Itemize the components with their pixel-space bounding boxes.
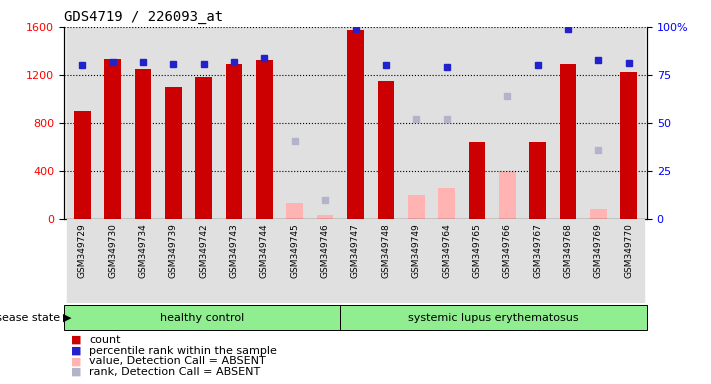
Bar bbox=[401, 27, 432, 219]
Text: ■: ■ bbox=[71, 335, 82, 345]
Bar bbox=[317, 215, 333, 219]
Bar bbox=[432, 219, 461, 303]
Bar bbox=[438, 188, 455, 219]
Bar bbox=[523, 219, 553, 303]
Bar bbox=[250, 219, 279, 303]
Text: GSM349744: GSM349744 bbox=[260, 223, 269, 278]
Bar bbox=[553, 219, 583, 303]
Bar bbox=[97, 27, 128, 219]
Bar bbox=[256, 61, 273, 219]
Bar bbox=[347, 30, 364, 219]
Bar bbox=[590, 209, 606, 219]
Bar bbox=[530, 142, 546, 219]
Bar bbox=[499, 171, 515, 219]
Text: GSM349742: GSM349742 bbox=[199, 223, 208, 278]
Bar bbox=[134, 69, 151, 219]
Bar bbox=[621, 73, 637, 219]
Bar bbox=[165, 87, 181, 219]
Bar bbox=[341, 219, 370, 303]
Bar bbox=[492, 27, 523, 219]
Text: GSM349739: GSM349739 bbox=[169, 223, 178, 278]
Bar bbox=[378, 81, 394, 219]
Text: GSM349745: GSM349745 bbox=[290, 223, 299, 278]
Bar bbox=[432, 27, 461, 219]
Bar bbox=[158, 219, 188, 303]
Bar bbox=[583, 27, 614, 219]
Bar bbox=[279, 219, 310, 303]
Text: GSM349729: GSM349729 bbox=[77, 223, 87, 278]
Bar bbox=[340, 305, 647, 330]
Text: percentile rank within the sample: percentile rank within the sample bbox=[89, 346, 277, 356]
Bar bbox=[370, 27, 401, 219]
Bar bbox=[469, 142, 486, 219]
Text: GSM349749: GSM349749 bbox=[412, 223, 421, 278]
Text: systemic lupus erythematosus: systemic lupus erythematosus bbox=[408, 313, 579, 323]
Text: ▶: ▶ bbox=[63, 313, 72, 323]
Text: disease state: disease state bbox=[0, 313, 60, 323]
Text: healthy control: healthy control bbox=[160, 313, 244, 323]
Bar bbox=[188, 27, 219, 219]
Bar bbox=[614, 219, 644, 303]
Text: GSM349747: GSM349747 bbox=[351, 223, 360, 278]
Bar bbox=[553, 27, 583, 219]
Text: GSM349746: GSM349746 bbox=[321, 223, 330, 278]
Text: count: count bbox=[89, 335, 120, 345]
Bar bbox=[279, 27, 310, 219]
Text: GDS4719 / 226093_at: GDS4719 / 226093_at bbox=[64, 10, 223, 25]
Text: GSM349743: GSM349743 bbox=[230, 223, 238, 278]
Bar bbox=[461, 27, 492, 219]
Bar bbox=[196, 77, 212, 219]
Bar bbox=[583, 219, 614, 303]
Bar bbox=[105, 59, 121, 219]
Text: ■: ■ bbox=[71, 346, 82, 356]
Bar bbox=[614, 27, 644, 219]
Bar bbox=[370, 219, 401, 303]
Text: GSM349769: GSM349769 bbox=[594, 223, 603, 278]
Bar bbox=[492, 219, 523, 303]
Text: value, Detection Call = ABSENT: value, Detection Call = ABSENT bbox=[89, 356, 266, 366]
Text: GSM349770: GSM349770 bbox=[624, 223, 634, 278]
Bar bbox=[67, 27, 97, 219]
Bar bbox=[401, 219, 432, 303]
Bar bbox=[97, 219, 128, 303]
Bar bbox=[64, 305, 340, 330]
Bar bbox=[310, 219, 341, 303]
Bar bbox=[74, 111, 90, 219]
Text: GSM349767: GSM349767 bbox=[533, 223, 542, 278]
Text: GSM349765: GSM349765 bbox=[473, 223, 481, 278]
Text: ■: ■ bbox=[71, 356, 82, 366]
Text: GSM349766: GSM349766 bbox=[503, 223, 512, 278]
Bar bbox=[560, 64, 577, 219]
Text: rank, Detection Call = ABSENT: rank, Detection Call = ABSENT bbox=[89, 367, 260, 377]
Bar bbox=[250, 27, 279, 219]
Text: ■: ■ bbox=[71, 367, 82, 377]
Text: GSM349730: GSM349730 bbox=[108, 223, 117, 278]
Bar bbox=[225, 64, 242, 219]
Text: GSM349768: GSM349768 bbox=[564, 223, 572, 278]
Bar bbox=[67, 219, 97, 303]
Bar bbox=[128, 219, 158, 303]
Bar bbox=[158, 27, 188, 219]
Bar bbox=[188, 219, 219, 303]
Bar bbox=[219, 219, 250, 303]
Bar bbox=[287, 203, 303, 219]
Bar bbox=[128, 27, 158, 219]
Text: GSM349734: GSM349734 bbox=[139, 223, 147, 278]
Bar bbox=[408, 195, 424, 219]
Bar bbox=[341, 27, 370, 219]
Text: GSM349748: GSM349748 bbox=[381, 223, 390, 278]
Text: GSM349764: GSM349764 bbox=[442, 223, 451, 278]
Bar bbox=[523, 27, 553, 219]
Bar bbox=[310, 27, 341, 219]
Bar bbox=[219, 27, 250, 219]
Bar bbox=[461, 219, 492, 303]
